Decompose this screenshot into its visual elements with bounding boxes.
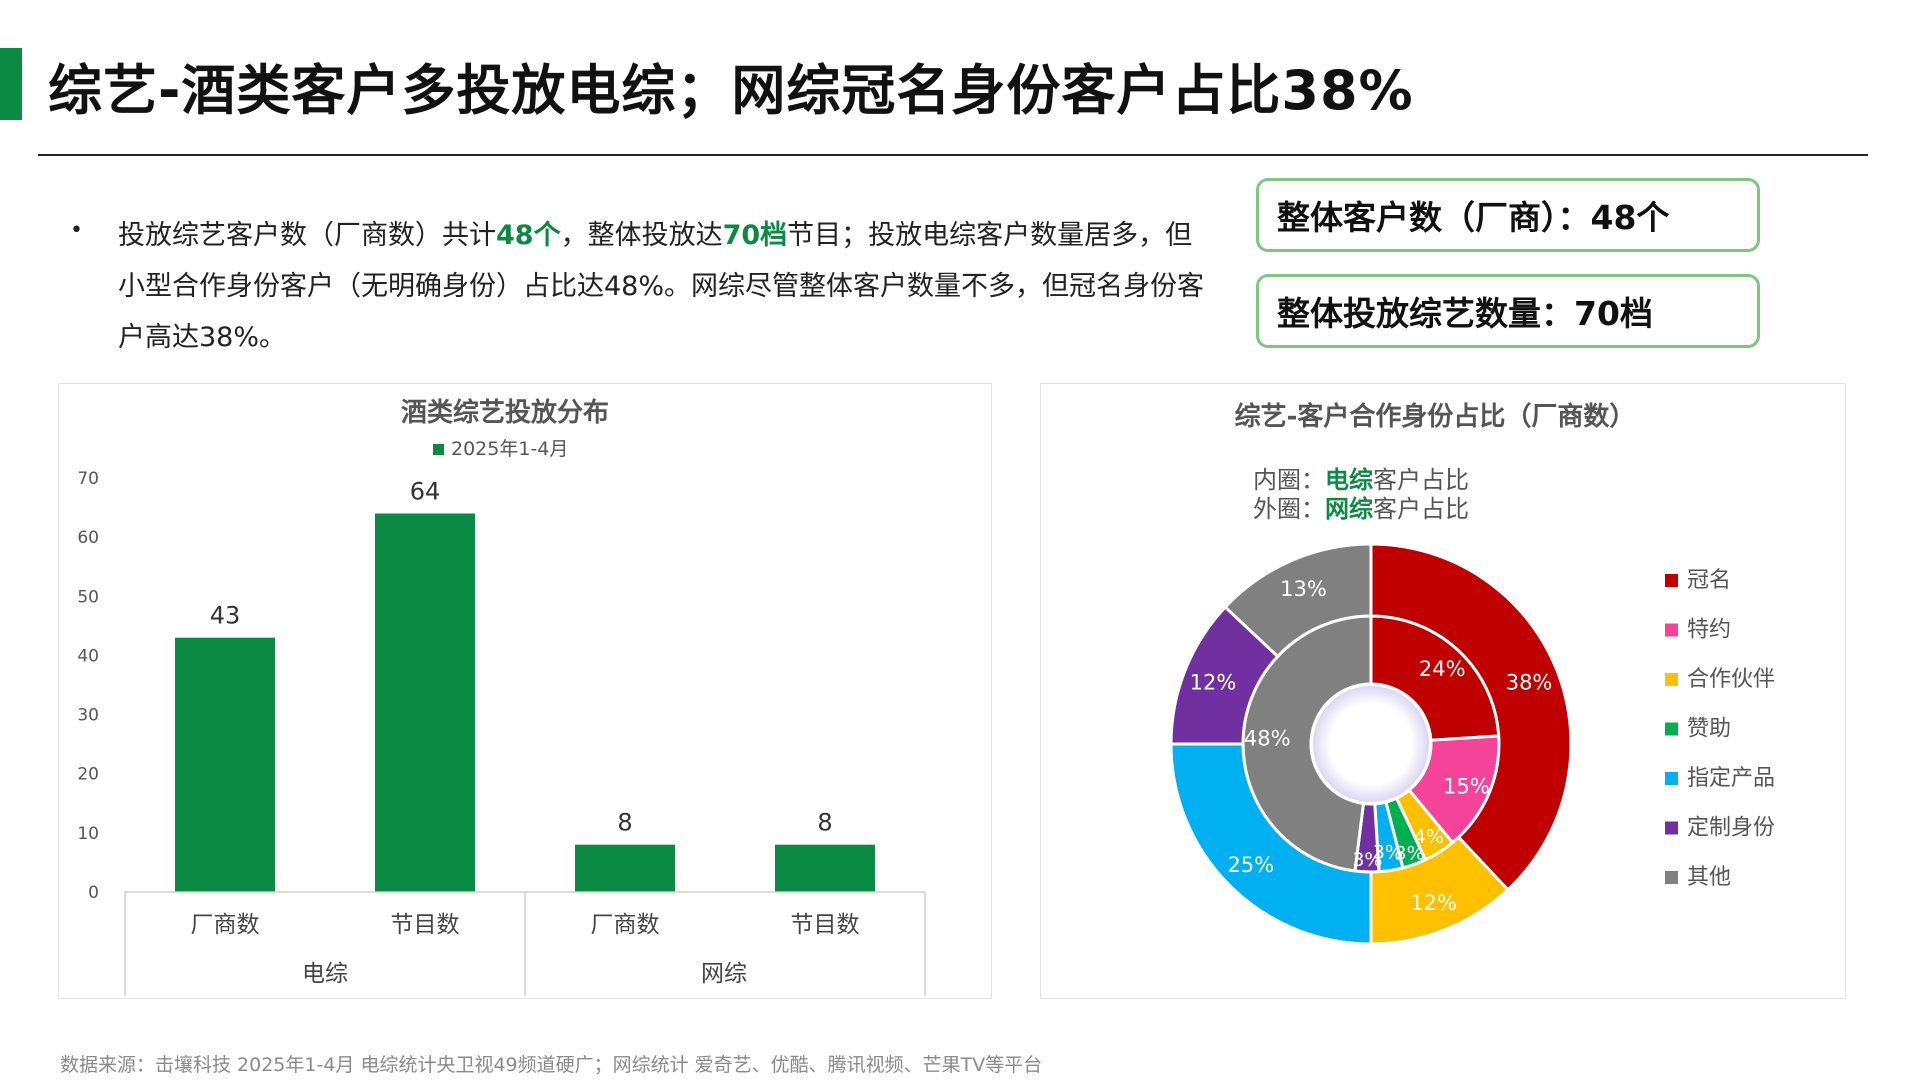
x-category-label: 厂商数: [591, 912, 660, 938]
outer-ring-value-label: 38%: [1506, 670, 1553, 694]
bar-chart-panel: 酒类综艺投放分布 2025年1-4月 0 10 20 30 40 50 60 70 43 64 8…: [58, 383, 992, 999]
x-category-label: 节目数: [791, 912, 860, 938]
bar-2: [575, 844, 675, 892]
bar-0: [175, 637, 275, 892]
y-tick-label: 30: [77, 706, 99, 726]
outer-ring-slice-其他: [1223, 542, 1373, 659]
legend-swatch-赞助: [1665, 722, 1678, 736]
bar-chart-title: 酒类综艺投放分布: [401, 397, 609, 428]
outer-ring-value-label: 13%: [1280, 577, 1327, 601]
legend-swatch-特约: [1665, 623, 1678, 637]
outer-ring-value-label: 12%: [1190, 670, 1237, 694]
x-category-label: 节目数: [391, 912, 460, 938]
x-category-label: 厂商数: [191, 912, 260, 938]
donut-chart-panel: 综艺-客户合作身份占比（厂商数） 内圈：电综客户占比 外圈：网综客户占比 24%…: [1040, 383, 1846, 999]
legend-label-特约: 特约: [1687, 618, 1731, 643]
inner-ring-value-label: 24%: [1419, 657, 1466, 681]
bar-chart: 酒类综艺投放分布 2025年1-4月 0 10 20 30 40 50 60 70 43 64 8…: [77, 397, 926, 996]
bar-legend-label: 2025年1-4月: [451, 438, 568, 460]
bar-value-label: 8: [617, 809, 632, 837]
legend-label-指定产品: 指定产品: [1687, 766, 1775, 791]
y-tick-label: 50: [77, 587, 99, 607]
title-accent-bar: [0, 48, 22, 120]
donut-chart: 综艺-客户合作身份占比（厂商数） 内圈：电综客户占比 外圈：网综客户占比 24%…: [1169, 401, 1775, 946]
inner-ring-value-label: 48%: [1244, 726, 1291, 750]
legend-swatch-冠名: [1665, 574, 1678, 587]
legend-swatch-其他: [1665, 871, 1678, 884]
inner-note-suffix: 客户占比: [1373, 466, 1469, 494]
y-tick-label: 10: [77, 824, 99, 844]
inner-note-prefix: 内圈：: [1253, 466, 1325, 494]
summary-text-3: 节目；投放电综客户数量居多，但小型合作身份客户（无明确身份）占比达48%。网综尽…: [118, 220, 1205, 353]
y-tick-label: 60: [77, 528, 99, 548]
outer-ring-slice-指定产品: [1169, 742, 1373, 946]
y-tick-label: 70: [77, 469, 99, 489]
legend-swatch-定制身份: [1665, 821, 1678, 835]
bar-value-label: 8: [817, 809, 832, 837]
donut-chart-title: 综艺-客户合作身份占比（厂商数）: [1235, 401, 1636, 432]
kpi-shows-box: 整体投放综艺数量：70档: [1256, 274, 1760, 348]
kpi-customers-box: 整体客户数（厂商）：48个: [1256, 178, 1760, 252]
bar-3: [775, 844, 875, 892]
inner-note-highlight: 电综: [1325, 466, 1373, 494]
inner-ring-value-label: 4%: [1414, 826, 1444, 848]
summary-highlight-shows: 70档: [722, 220, 788, 251]
legend-label-赞助: 赞助: [1687, 717, 1731, 742]
inner-ring-value-label: 15%: [1443, 774, 1490, 798]
group-label-网综: 网综: [701, 961, 747, 987]
bar-value-label: 43: [210, 602, 241, 630]
y-tick-label: 40: [77, 646, 99, 666]
outer-ring-note: 外圈：网综客户占比: [1253, 495, 1469, 523]
summary-highlight-customers: 48个: [496, 220, 561, 251]
legend-label-合作伙伴: 合作伙伴: [1687, 667, 1775, 692]
legend-swatch-合作伙伴: [1665, 673, 1678, 686]
kpi-shows-text: 整体投放综艺数量：70档: [1277, 294, 1653, 333]
summary-paragraph: 投放综艺客户数（厂商数）共计48个，整体投放达70档节目；投放电综客户数量居多，…: [118, 210, 1208, 363]
legend-label-定制身份: 定制身份: [1687, 816, 1775, 841]
bar-legend-swatch: [433, 444, 444, 455]
donut-hole: [1313, 686, 1429, 802]
summary-text-2: ，整体投放达: [560, 220, 723, 251]
legend-label-冠名: 冠名: [1687, 568, 1731, 593]
inner-ring-value-label: 3%: [1352, 849, 1382, 871]
outer-ring-value-label: 12%: [1410, 891, 1457, 915]
outer-ring-value-label: 25%: [1227, 853, 1274, 877]
outer-note-suffix: 客户占比: [1373, 495, 1469, 523]
bar-value-label: 64: [410, 477, 441, 505]
outer-ring-slice-冠名: [1369, 542, 1573, 892]
kpi-customers-text: 整体客户数（厂商）：48个: [1277, 198, 1670, 237]
summary-text-1: 投放综艺客户数（厂商数）共计: [118, 220, 496, 251]
inner-ring-value-label: 3%: [1395, 842, 1425, 864]
outer-note-prefix: 外圈：: [1253, 495, 1325, 523]
legend-swatch-指定产品: [1665, 772, 1678, 785]
inner-ring-value-label: 3%: [1373, 842, 1403, 864]
inner-ring-note: 内圈：电综客户占比: [1253, 466, 1469, 494]
y-tick-label: 20: [77, 765, 99, 785]
bullet-marker: •: [70, 218, 83, 243]
source-note: 数据来源：击壤科技 2025年1-4月 电综统计央卫视49频道硬广；网综统计 爱…: [60, 1054, 1043, 1076]
bar-1: [375, 513, 475, 892]
outer-note-highlight: 网综: [1325, 495, 1373, 523]
group-label-电综: 电综: [302, 961, 348, 987]
legend-label-其他: 其他: [1687, 865, 1731, 890]
title-divider: [38, 154, 1868, 156]
y-tick-label: 0: [88, 883, 99, 903]
page-title: 综艺-酒类客户多投放电综；网综冠名身份客户占比38%: [48, 59, 1414, 122]
